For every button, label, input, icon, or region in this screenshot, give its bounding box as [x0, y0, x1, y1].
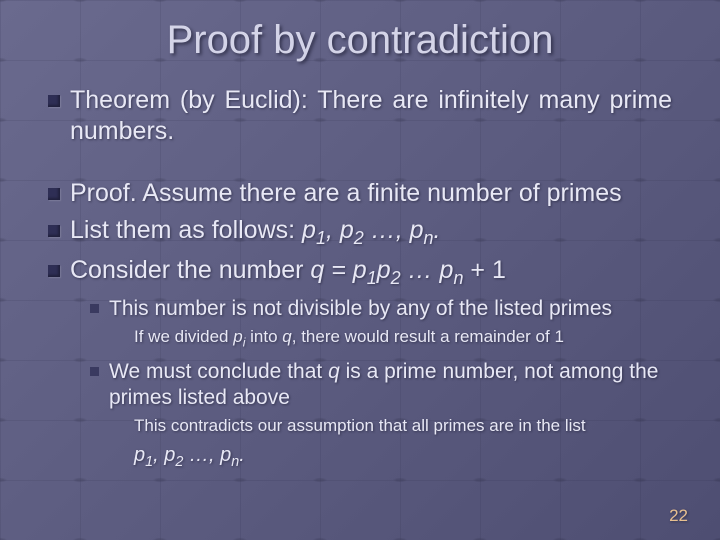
proof-assume-text: Proof. Assume there are a finite number … [70, 178, 622, 209]
prime-sequence: p1, p2 …, pn. [302, 216, 440, 244]
final-seq-text: p1, p2 …, pn. [134, 444, 672, 470]
list-primes-text: List them as follows: p1, p2 …, pn. [70, 215, 440, 250]
consider-q-text: Consider the number q = p1p2 … pn + 1 [70, 255, 506, 290]
conclude-prime-text: We must conclude that q is a prime numbe… [109, 359, 672, 412]
subsubbullet-remainder: If we divided pi into q, there would res… [134, 326, 672, 351]
pi-var: pi [233, 327, 250, 346]
bullet-icon [48, 188, 60, 200]
subsubbullet-contradiction: This contradicts our assumption that all… [134, 415, 672, 436]
text-fragment: Consider the number [70, 256, 310, 284]
remainder-text: If we divided pi into q, there would res… [134, 326, 672, 351]
bullet-icon [90, 367, 99, 376]
bullet-theorem: Theorem (by Euclid): There are infinitel… [48, 85, 672, 148]
slide-title: Proof by contradiction [48, 18, 672, 63]
text-fragment: into [250, 327, 282, 346]
text-fragment: + 1 [463, 256, 505, 284]
text-fragment: List them as follows: [70, 216, 302, 244]
subbullet-not-divisible: This number is not divisible by any of t… [90, 296, 672, 322]
spacer [48, 154, 672, 178]
bullet-icon [48, 95, 60, 107]
bullet-consider-q: Consider the number q = p1p2 … pn + 1 [48, 255, 672, 290]
subsubbullet-final-seq: p1, p2 …, pn. [134, 444, 672, 470]
q-var: q [282, 327, 291, 346]
bullet-icon [48, 225, 60, 237]
page-number: 22 [669, 506, 688, 526]
bullet-list-primes: List them as follows: p1, p2 …, pn. [48, 215, 672, 250]
theorem-text: Theorem (by Euclid): There are infinitel… [70, 85, 672, 148]
subbullet-conclude-prime: We must conclude that q is a prime numbe… [90, 359, 672, 412]
bullet-icon [90, 304, 99, 313]
text-fragment: We must conclude that [109, 360, 328, 383]
q-expression: q = p1p2 … pn [310, 256, 463, 284]
bullet-proof-assume: Proof. Assume there are a finite number … [48, 178, 672, 209]
contradiction-text: This contradicts our assumption that all… [134, 415, 672, 436]
q-var: q [328, 360, 340, 383]
slide-content: Proof by contradiction Theorem (by Eucli… [0, 0, 720, 540]
text-fragment: , there would result a remainder of 1 [292, 327, 564, 346]
bullet-icon [48, 265, 60, 277]
text-fragment: If we divided [134, 327, 233, 346]
not-divisible-text: This number is not divisible by any of t… [109, 296, 612, 322]
